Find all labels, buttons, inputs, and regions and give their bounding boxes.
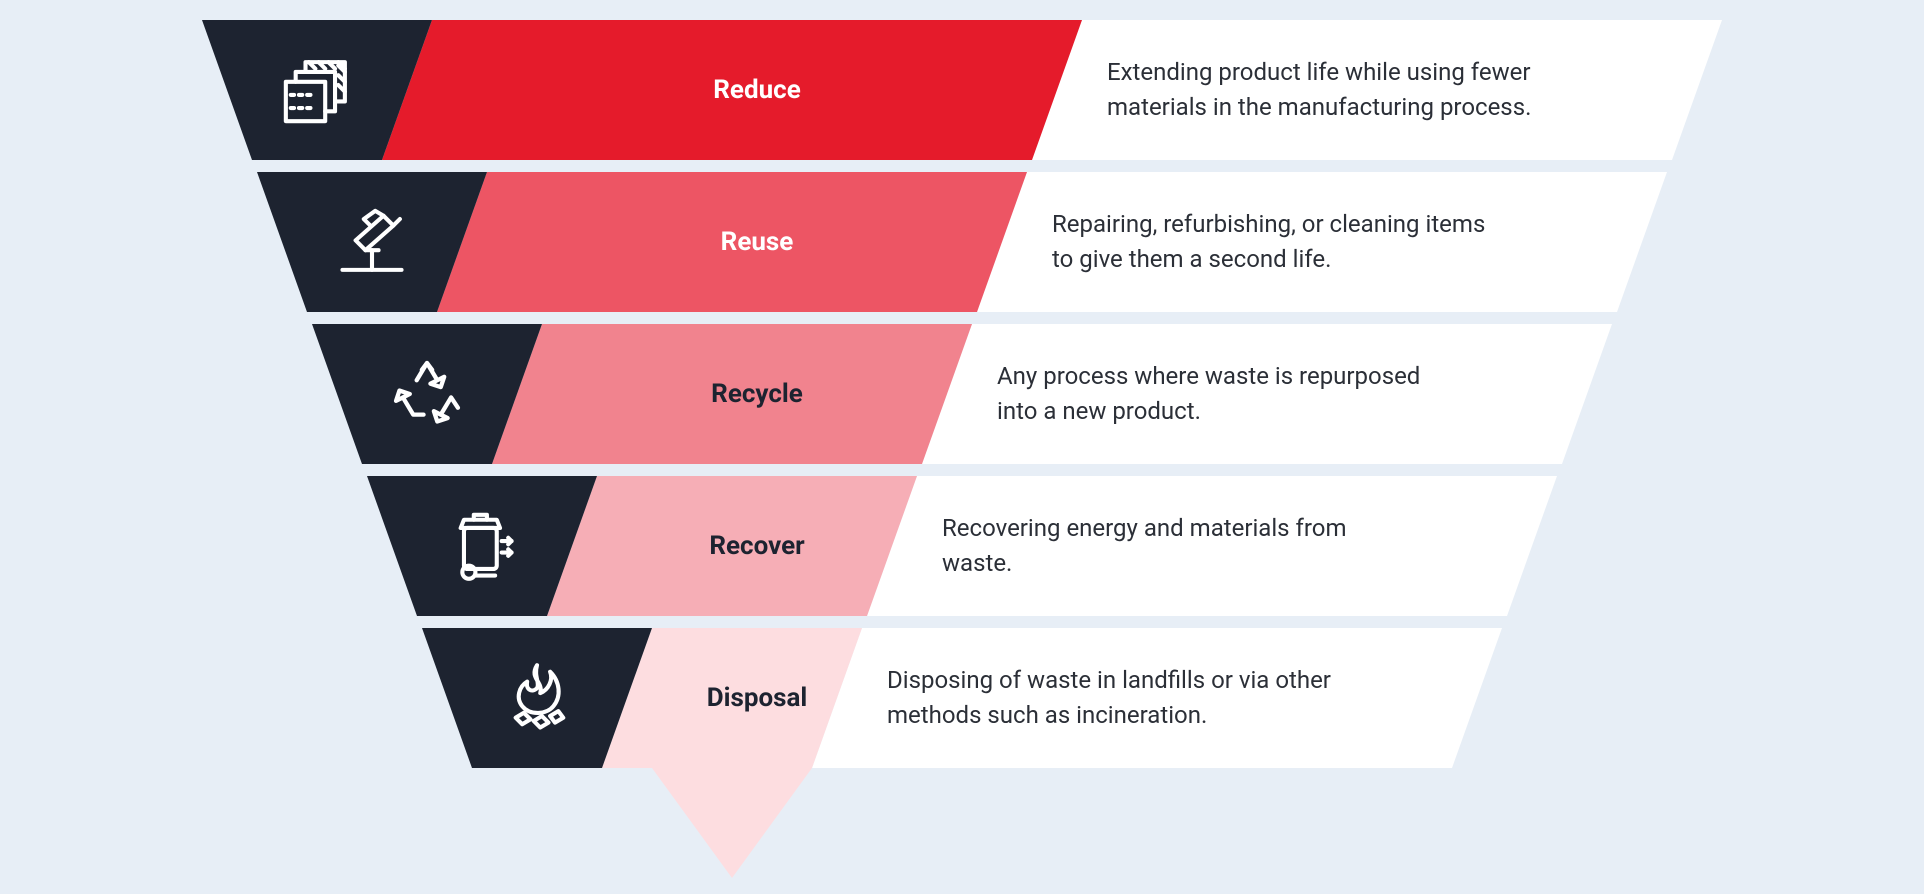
desc-text: Disposing of waste in landfills or via o… xyxy=(887,663,1347,733)
desc-text: Repairing, refurbishing, or cleaning ite… xyxy=(1052,207,1512,277)
label-text: Disposal xyxy=(707,683,808,713)
funnel-row: Reduce Extending product life while usin… xyxy=(202,20,1722,160)
funnel-desc: Repairing, refurbishing, or cleaning ite… xyxy=(977,172,1667,312)
funnel-desc: Any process where waste is repurposed in… xyxy=(922,324,1612,464)
label-text: Reuse xyxy=(721,227,794,257)
bin-icon xyxy=(441,505,523,587)
desc-text: Extending product life while using fewer… xyxy=(1107,55,1567,125)
funnel-label: Recycle xyxy=(492,324,972,464)
label-text: Reduce xyxy=(713,75,800,105)
hammer-icon xyxy=(331,201,413,283)
funnel-label: Recover xyxy=(547,476,917,616)
recycle-icon xyxy=(384,351,470,437)
label-text: Recover xyxy=(709,531,804,561)
label-text: Recycle xyxy=(711,379,803,409)
funnel-container: Reduce Extending product life while usin… xyxy=(202,20,1722,878)
fire-icon xyxy=(496,657,578,739)
layers-icon xyxy=(276,49,358,131)
funnel-tip xyxy=(652,768,812,878)
funnel-label: Reduce xyxy=(382,20,1082,160)
desc-text: Any process where waste is repurposed in… xyxy=(997,359,1457,429)
funnel-row: Disposal Disposing of waste in landfills… xyxy=(422,628,1502,768)
funnel-row: Recycle Any process where waste is repur… xyxy=(312,324,1612,464)
funnel-desc: Recovering energy and materials from was… xyxy=(867,476,1557,616)
funnel-desc: Disposing of waste in landfills or via o… xyxy=(812,628,1502,768)
funnel-row: Recover Recovering energy and materials … xyxy=(367,476,1557,616)
funnel-row: Reuse Repairing, refurbishing, or cleani… xyxy=(257,172,1667,312)
desc-text: Recovering energy and materials from was… xyxy=(942,511,1402,581)
funnel-desc: Extending product life while using fewer… xyxy=(1032,20,1722,160)
funnel-label: Reuse xyxy=(437,172,1027,312)
